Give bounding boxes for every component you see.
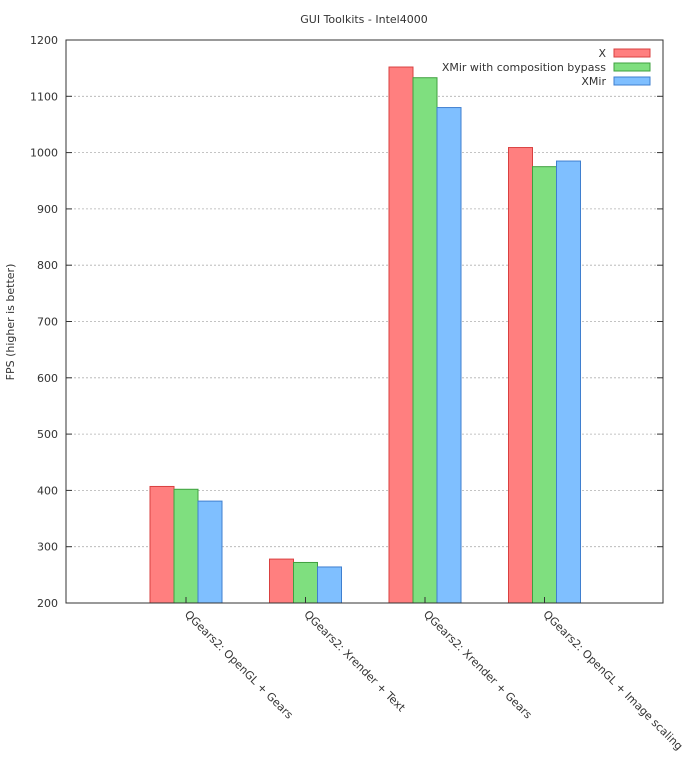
y-axis-label: FPS (higher is better) <box>4 264 17 381</box>
y-tick-label: 400 <box>37 484 58 497</box>
x-axis: QGears2: OpenGL + Gears QGears2: Xrender … <box>182 597 685 753</box>
y-tick-label: 1100 <box>30 90 58 103</box>
y-tick-label: 800 <box>37 259 58 272</box>
bar-xmir-with-composition-bypass-2 <box>293 561 318 604</box>
bar-xmir-3 <box>436 107 462 604</box>
bar-x-1 <box>149 485 175 604</box>
bar-xmir-with-composition-bypass-4 <box>532 166 557 604</box>
bar-xmir-with-composition-bypass-3 <box>412 77 438 604</box>
y-tick-label: 200 <box>37 597 58 610</box>
category-label: QGears2: OpenGL + Image scaling <box>540 608 685 753</box>
chart-title: GUI Toolkits - Intel4000 <box>300 13 427 26</box>
y-tick-label: 1200 <box>30 34 58 47</box>
y-tick-label: 1000 <box>30 147 58 160</box>
legend-label: XMir with composition bypass <box>442 61 606 74</box>
bar-x-2 <box>269 558 294 604</box>
legend-label: X <box>598 47 606 60</box>
y-tick-label: 300 <box>37 541 58 554</box>
category-label: QGears2: Xrender + Gears <box>421 608 535 722</box>
bar-x-4 <box>508 147 533 604</box>
plot-frame <box>65 39 664 604</box>
y-tick-label: 900 <box>37 203 58 216</box>
y-axis: 200 300 400 500 600 700 800 900 1000 1100 1200 <box>30 34 663 610</box>
bar-xmir-with-composition-bypass-1 <box>173 488 199 604</box>
category-label: QGears2: Xrender + Text <box>301 608 408 715</box>
legend-swatch <box>613 48 651 58</box>
bars <box>149 66 581 604</box>
category-label: QGears2: OpenGL + Gears <box>182 608 296 722</box>
y-tick-label: 600 <box>37 372 58 385</box>
y-tick-label: 700 <box>37 316 58 329</box>
legend-swatch <box>613 76 651 86</box>
bar-x-3 <box>388 66 414 604</box>
bar-xmir-1 <box>197 500 223 604</box>
bar-xmir-2 <box>317 566 342 604</box>
bar-xmir-4 <box>556 160 581 604</box>
y-tick-label: 500 <box>37 428 58 441</box>
legend-label: XMir <box>581 75 606 88</box>
legend-swatch <box>613 62 651 72</box>
